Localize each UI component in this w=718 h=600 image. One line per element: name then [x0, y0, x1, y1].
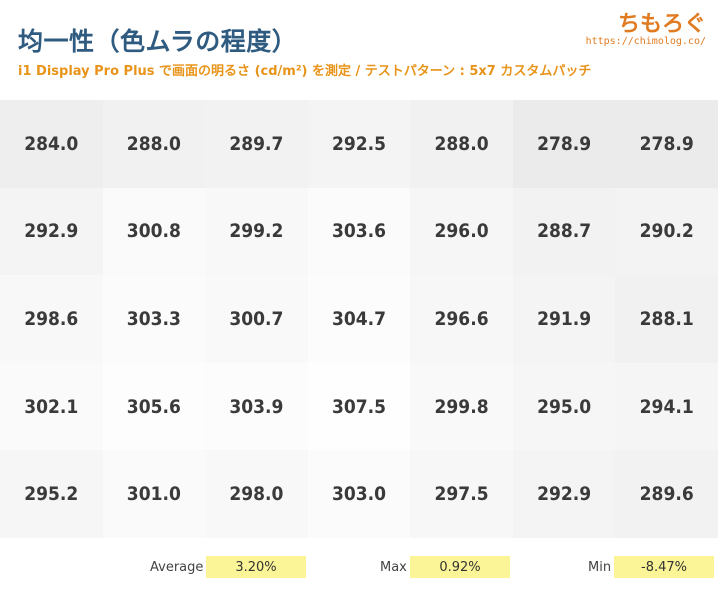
heatmap-cell-r5-c5: 297.5: [410, 450, 513, 538]
average-label: Average: [150, 560, 204, 575]
heatmap-cell-r2-c2: 300.8: [102, 187, 206, 276]
heatmap-cell-r3-c6: 291.9: [512, 275, 616, 363]
heatmap-cell-r2-c3: 299.2: [205, 187, 308, 276]
heatmap-cell-r5-c1: 295.2: [0, 450, 103, 538]
min-value: -8.47%: [614, 556, 714, 578]
heatmap-cell-r5-c4: 303.0: [307, 450, 411, 538]
chart-subtitle: i1 Display Pro Plus で画面の明るさ (cd/m²) を測定 …: [18, 64, 592, 79]
heatmap-cell-r1-c7: 278.9: [615, 100, 718, 188]
heatmap-cell-r4-c5: 299.8: [410, 362, 513, 451]
heatmap-cell-r3-c4: 304.7: [307, 275, 411, 363]
min-label: Min: [588, 560, 612, 575]
heatmap-grid: 284.0 288.0 289.7 292.5 288.0 278.9 278.9 292.9…: [0, 100, 718, 538]
heatmap-cell-r4-c7: 294.1: [615, 362, 718, 451]
heatmap-cell-r2-c5: 296.0: [410, 187, 513, 276]
heatmap-cell-r2-c1: 292.9: [0, 187, 103, 276]
brand-logo: ちもろぐ https://chimolog.co/: [586, 6, 706, 47]
heatmap-cell-r3-c1: 298.6: [0, 275, 103, 363]
heatmap-cell-r3-c7: 288.1: [615, 275, 718, 363]
heatmap-cell-r2-c7: 290.2: [615, 187, 718, 276]
heatmap-cell-r5-c2: 301.0: [102, 450, 206, 538]
heatmap-cell-r5-c6: 292.9: [512, 450, 616, 538]
max-value: 0.92%: [410, 556, 510, 578]
heatmap-cell-r1-c1: 284.0: [0, 100, 103, 188]
heatmap-cell-r2-c4: 303.6: [307, 187, 411, 276]
heatmap-cell-r4-c1: 302.1: [0, 362, 103, 451]
heatmap-cell-r3-c5: 296.6: [410, 275, 513, 363]
heatmap-cell-r5-c7: 289.6: [615, 450, 718, 538]
heatmap-cell-r4-c4: 307.5: [307, 362, 411, 451]
heatmap-cell-r1-c3: 289.7: [205, 100, 308, 188]
heatmap-cell-r5-c3: 298.0: [205, 450, 308, 538]
chart-header: 均一性（色ムラの程度） i1 Display Pro Plus で画面の明るさ …: [0, 0, 718, 100]
heatmap-cell-r2-c6: 288.7: [512, 187, 616, 276]
stats-footer: Average 3.20% Max 0.92% Min -8.47%: [0, 538, 718, 600]
heatmap-cell-r1-c4: 292.5: [307, 100, 411, 188]
max-label: Max: [380, 560, 407, 575]
heatmap-cell-r4-c6: 295.0: [512, 362, 616, 451]
heatmap-cell-r3-c2: 303.3: [102, 275, 206, 363]
heatmap-cell-r1-c5: 288.0: [410, 100, 513, 188]
chart-title: 均一性（色ムラの程度）: [18, 27, 298, 56]
average-value: 3.20%: [206, 556, 306, 578]
heatmap-cell-r4-c3: 303.9: [205, 362, 308, 451]
brand-name: ちもろぐ: [617, 12, 706, 37]
heatmap-cell-r3-c3: 300.7: [205, 275, 308, 363]
heatmap-cell-r4-c2: 305.6: [102, 362, 206, 451]
heatmap-cell-r1-c6: 278.9: [512, 100, 616, 188]
brand-url: https://chimolog.co/: [585, 36, 706, 47]
heatmap-cell-r1-c2: 288.0: [102, 100, 206, 188]
